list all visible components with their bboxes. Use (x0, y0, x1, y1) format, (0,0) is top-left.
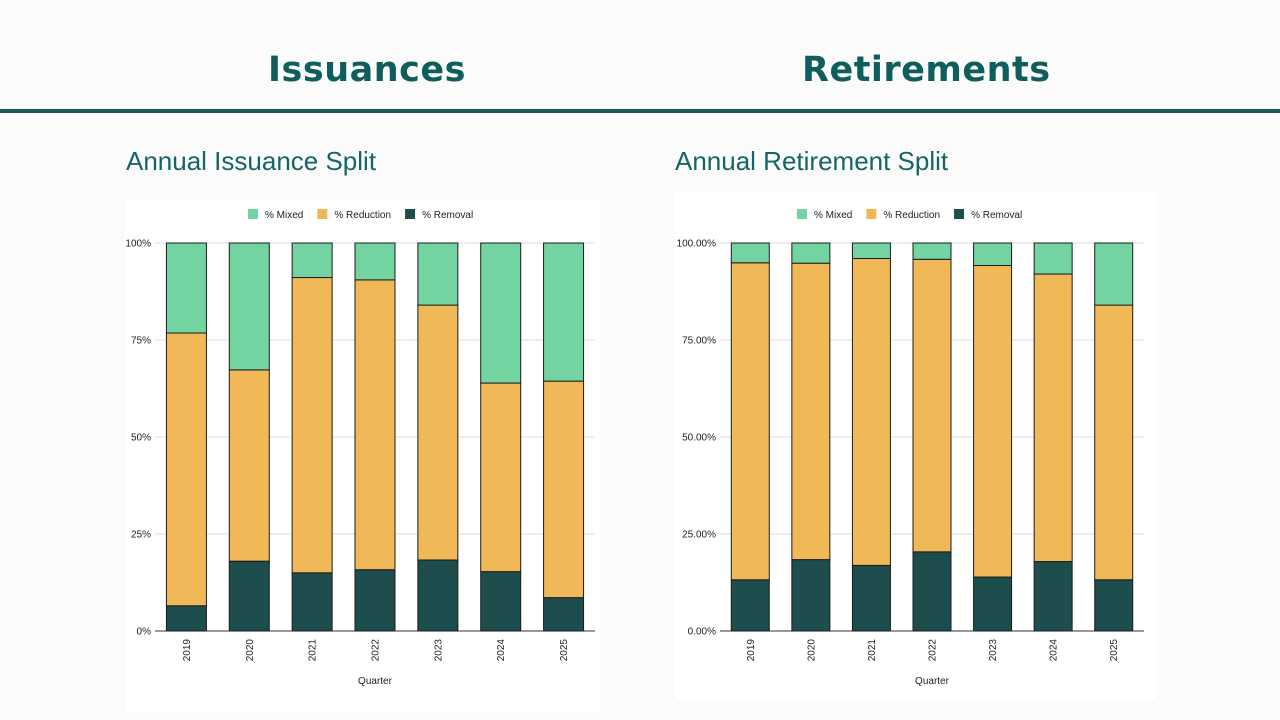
bar-mixed-2024 (1033, 242, 1073, 275)
bar-reduction-2019 (730, 262, 770, 581)
x-tick-label: 2020 (806, 639, 817, 662)
issuance-chart-panel: 0% 25% 50% 75% 100% 2019 2020 2021 2022 2023 2024 2… (125, 200, 600, 712)
x-tick-label: 2024 (1049, 639, 1060, 662)
issuances-section-title: Issuances (268, 50, 466, 90)
bar-mixed-2019 (165, 242, 207, 334)
bar-removal-2025 (1094, 579, 1134, 632)
y-tick-label: 75.00% (682, 336, 716, 347)
retirement-chart-panel: 0.00% 25.00% 50.00% 75.00% 100.00% 2019 2020 20… (675, 192, 1156, 700)
x-tick-label: 2024 (496, 639, 507, 662)
x-tick-label: 2019 (746, 639, 757, 662)
x-tick-label: 2025 (559, 639, 570, 662)
legend-swatch-removal (954, 209, 965, 219)
legend-swatch-mixed (248, 209, 258, 219)
bar-mixed-2021 (851, 242, 891, 260)
x-tick-label: 2019 (182, 639, 193, 662)
x-tick-label: 2021 (308, 639, 319, 662)
bar-removal-2023 (973, 576, 1013, 632)
y-tick-label: 0% (137, 627, 152, 638)
legend-label-removal: % Removal (971, 210, 1022, 221)
legend-label-reduction: % Reduction (334, 210, 391, 221)
x-axis-title: Quarter (358, 676, 393, 687)
bar-reduction-2019 (165, 332, 207, 607)
bar-reduction-2022 (354, 279, 396, 571)
bar-removal-2022 (354, 569, 396, 632)
legend-label-removal: % Removal (422, 210, 473, 221)
bar-removal-2020 (791, 559, 831, 632)
y-tick-label: 100% (125, 239, 151, 250)
bar-mixed-2020 (228, 242, 270, 371)
y-tick-label: 100.00% (677, 239, 717, 250)
x-tick-label: 2022 (371, 639, 382, 662)
legend-swatch-removal (405, 209, 416, 219)
bar-mixed-2023 (417, 242, 459, 306)
y-tick-label: 0.00% (688, 627, 716, 638)
x-tick-label: 2023 (988, 639, 999, 662)
bar-mixed-2020 (791, 242, 831, 264)
x-tick-label: 2022 (928, 639, 939, 662)
bar-reduction-2023 (973, 265, 1013, 578)
bar-mixed-2021 (291, 242, 333, 279)
bar-reduction-2021 (851, 258, 891, 566)
bar-mixed-2023 (973, 242, 1013, 267)
issuance-chart-title: Annual Issuance Split (126, 146, 377, 176)
bar-mixed-2025 (543, 242, 585, 382)
retirement-chart-title: Annual Retirement Split (675, 146, 949, 176)
bar-reduction-2021 (291, 277, 333, 574)
bar-removal-2024 (1033, 561, 1073, 632)
bar-reduction-2023 (417, 304, 459, 561)
legend-swatch-reduction (866, 209, 877, 219)
bar-removal-2019 (730, 579, 770, 632)
header-divider (0, 109, 1280, 113)
legend-swatch-mixed (797, 209, 807, 219)
bar-mixed-2024 (480, 242, 522, 384)
bar-removal-2021 (851, 564, 891, 632)
y-tick-label: 25.00% (682, 530, 716, 541)
bar-mixed-2019 (730, 242, 770, 264)
bar-removal-2023 (417, 559, 459, 632)
legend: % Mixed % Reduction % Removal (797, 209, 1022, 221)
y-tick-label: 25% (131, 530, 151, 541)
bar-removal-2019 (165, 605, 207, 632)
bar-removal-2025 (543, 597, 585, 632)
retirements-section-title: Retirements (802, 50, 1051, 90)
legend-swatch-reduction (317, 209, 328, 219)
bar-reduction-2024 (480, 382, 522, 573)
bar-mixed-2025 (1094, 242, 1134, 306)
bar-reduction-2025 (543, 380, 585, 599)
bar-removal-2021 (291, 572, 333, 632)
bar-reduction-2025 (1094, 304, 1134, 581)
legend-label-mixed: % Mixed (265, 210, 303, 221)
bar-reduction-2022 (912, 258, 952, 553)
y-tick-label: 75% (131, 336, 151, 347)
legend: % Mixed % Reduction % Removal (248, 209, 473, 221)
bar-mixed-2022 (912, 242, 952, 260)
bar-removal-2024 (480, 571, 522, 632)
issuance-chart: 0% 25% 50% 75% 100% 2019 2020 2021 2022 2023 2024 2… (125, 209, 595, 687)
x-tick-label: 2025 (1109, 639, 1120, 662)
x-axis-title: Quarter (915, 676, 950, 687)
legend-label-mixed: % Mixed (814, 210, 852, 221)
x-tick-label: 2020 (245, 639, 256, 662)
bar-removal-2022 (912, 551, 952, 632)
y-tick-label: 50.00% (682, 433, 716, 444)
bar-reduction-2020 (228, 369, 270, 562)
bar-mixed-2022 (354, 242, 396, 281)
bar-removal-2020 (228, 560, 270, 632)
bar-reduction-2020 (791, 262, 831, 561)
x-tick-label: 2023 (433, 639, 444, 662)
retirement-chart: 0.00% 25.00% 50.00% 75.00% 100.00% 2019 2020 20… (677, 209, 1144, 687)
y-tick-label: 50% (131, 433, 151, 444)
bar-reduction-2024 (1033, 273, 1073, 563)
x-tick-label: 2021 (867, 639, 878, 662)
legend-label-reduction: % Reduction (883, 210, 940, 221)
